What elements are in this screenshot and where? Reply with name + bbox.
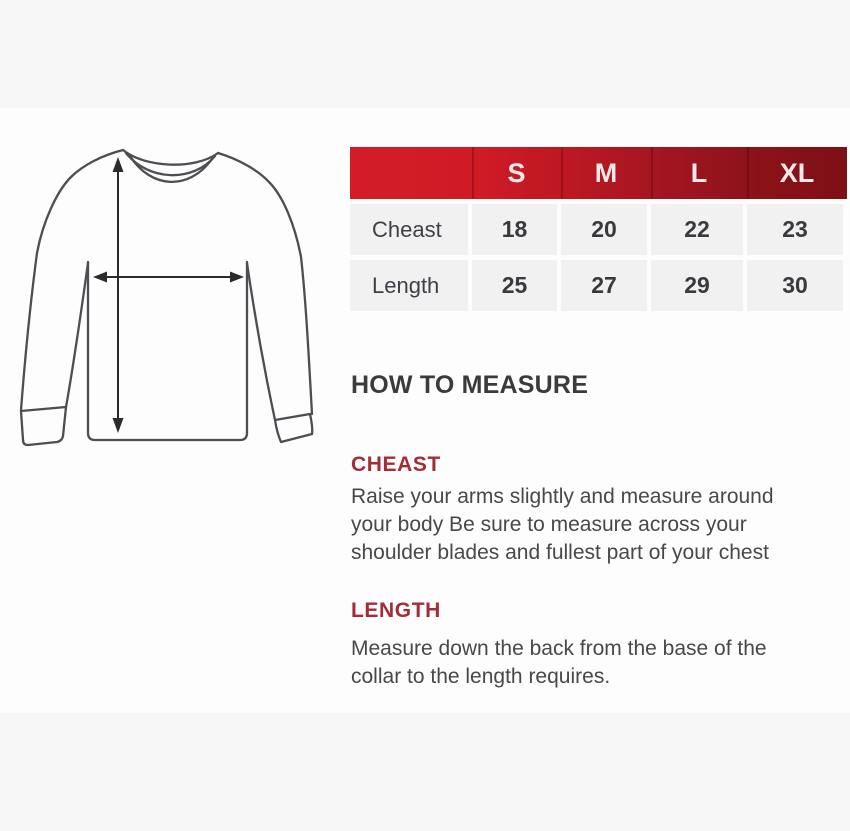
chest-arrow [93, 271, 244, 283]
shirt-diagram [15, 133, 335, 458]
cheast-value-xl: 23 [747, 204, 843, 255]
length-section-body: Measure down the back from the base of t… [351, 637, 767, 688]
row-label-length: Length [350, 260, 468, 311]
table-row-cheast: Cheast 18 20 22 23 [350, 204, 847, 255]
size-chart-header-row: S M L XL [350, 147, 847, 199]
length-section-heading: LENGTH [351, 599, 441, 622]
left-cuff [19, 405, 68, 447]
cheast-section-heading: CHEAST [351, 453, 441, 476]
right-sleeve-inner-seam [245, 261, 277, 422]
length-arrow [112, 157, 124, 433]
length-value-xl: 30 [747, 260, 843, 311]
shirt-right-outline [216, 151, 314, 416]
size-header-l: L [651, 147, 747, 199]
shirt-left-outline [19, 148, 125, 412]
size-header-xl: XL [747, 147, 847, 199]
length-value-l: 29 [651, 260, 743, 311]
cheast-section-body: Raise your arms slightly and measure aro… [351, 485, 774, 564]
cheast-value-s: 18 [472, 204, 557, 255]
cheast-value-l: 22 [651, 204, 743, 255]
cheast-value-m: 20 [561, 204, 647, 255]
size-header-s: S [472, 147, 561, 199]
shirt-body-outline [86, 260, 249, 442]
length-value-m: 27 [561, 260, 647, 311]
row-label-cheast: Cheast [350, 204, 468, 255]
table-row-length: Length 25 27 29 30 [350, 260, 847, 311]
size-header-m: M [561, 147, 651, 199]
length-value-s: 25 [472, 260, 557, 311]
size-header-blank [350, 147, 472, 199]
size-chart-table: S M L XL Cheast 18 20 22 23 Length 25 27… [350, 147, 847, 311]
left-sleeve-inner-seam [64, 261, 90, 409]
collar-rib-arc [128, 154, 214, 183]
collar-opening-arc [121, 148, 220, 166]
long-sleeve-shirt-icon [19, 148, 314, 447]
right-cuff [273, 412, 314, 444]
how-to-measure-title: HOW TO MEASURE [351, 371, 589, 399]
